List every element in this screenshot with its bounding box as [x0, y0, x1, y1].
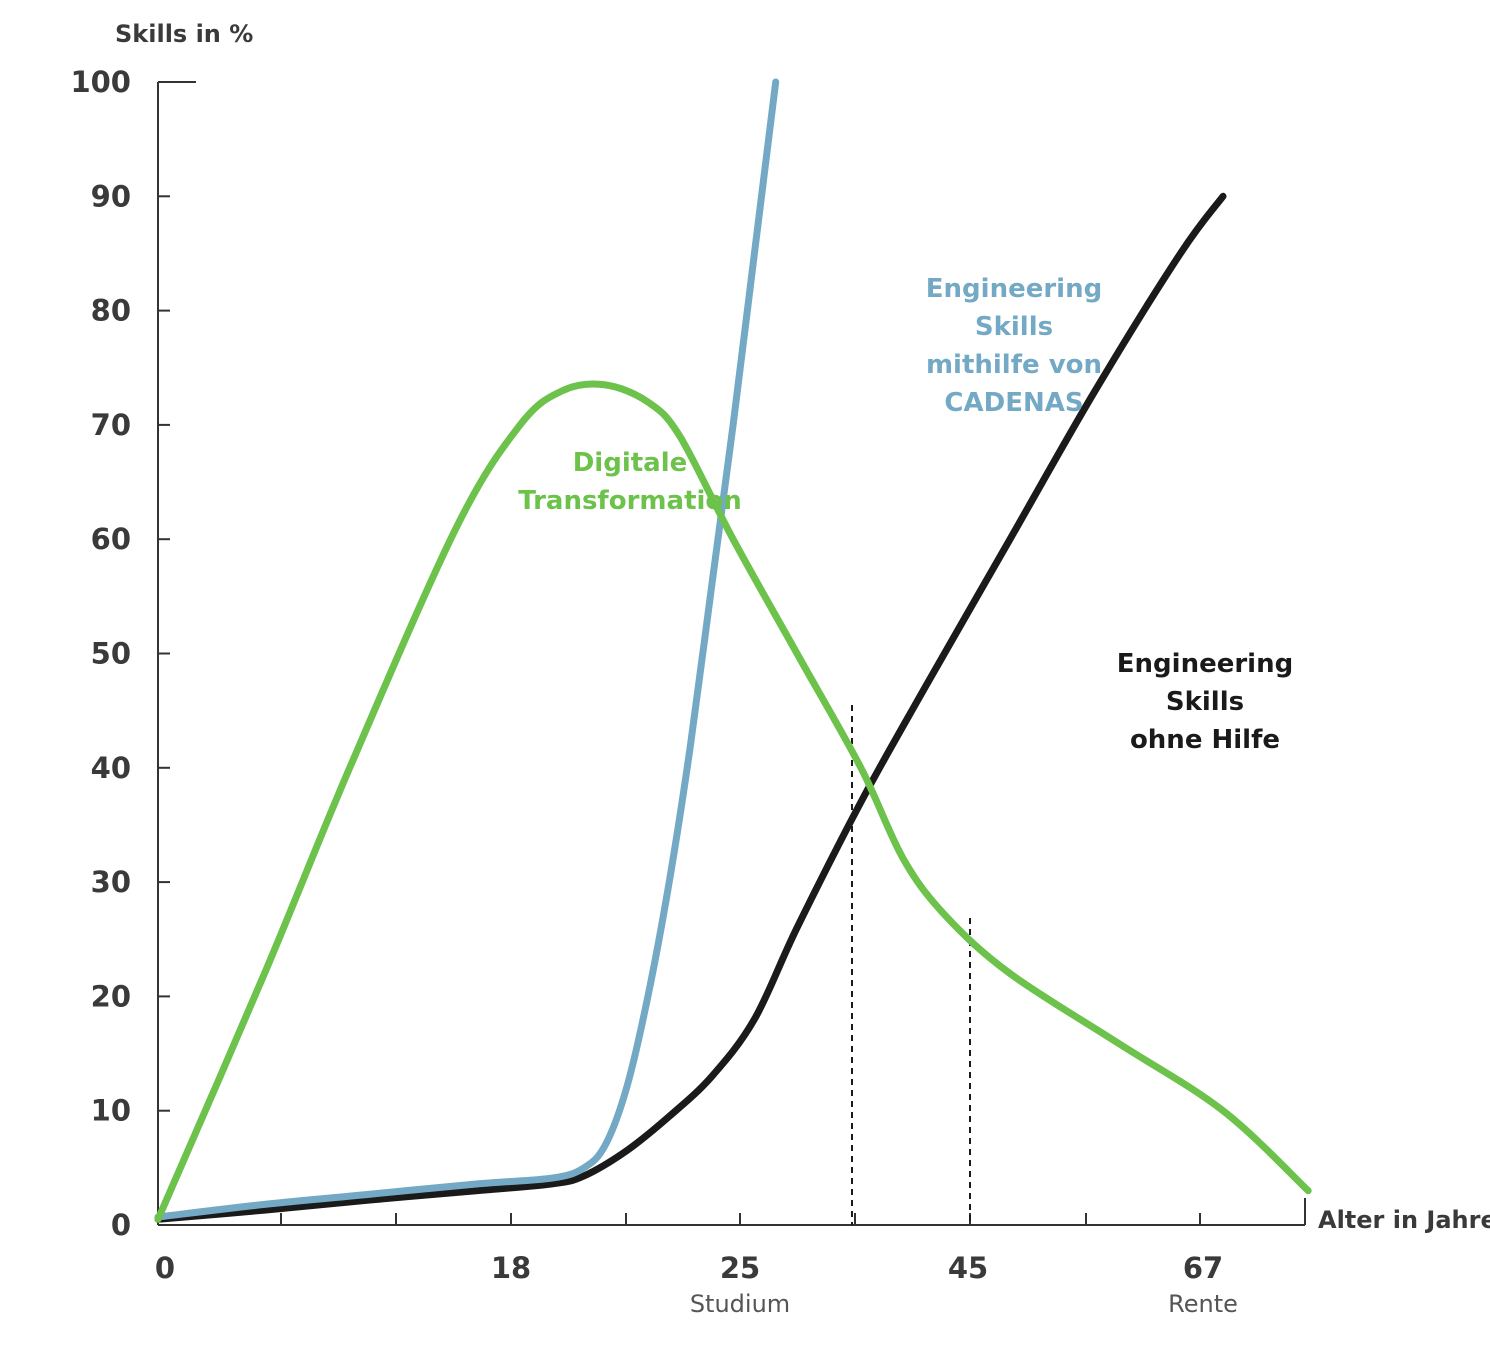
series-label-blue: mithilfe von: [926, 350, 1102, 380]
drop-guides: [851, 705, 971, 1225]
x-tick-label: 18: [491, 1251, 531, 1285]
x-tick-label: 25: [720, 1251, 760, 1285]
x-tick-label: 0: [155, 1251, 175, 1285]
y-tick-label: 40: [91, 751, 131, 785]
x-axis-title: Alter in Jahre: [1318, 1206, 1490, 1234]
y-tick-label: 50: [91, 637, 131, 671]
series-line-black: [154, 192, 1227, 1223]
y-tick-label: 90: [91, 179, 131, 213]
series-label-black: ohne Hilfe: [1130, 725, 1280, 755]
axes: 0 10 20 30 40 50 60 70 80 90 100 Skills in % 0 18 25 St…: [70, 20, 1490, 1318]
y-axis-title: Skills in %: [115, 20, 253, 48]
series-label-black: Engineering: [1117, 649, 1293, 679]
x-tick-sublabel: Studium: [690, 1290, 790, 1318]
y-tick-label: 30: [91, 865, 131, 899]
y-tick-label: 20: [91, 979, 131, 1013]
series-labels: Digitale Transformation Engineering Skills m…: [518, 274, 1293, 755]
series-label-green: Transformation: [518, 486, 742, 516]
series-label-blue: Engineering: [926, 274, 1102, 304]
series-line-green: [154, 380, 1312, 1223]
x-tick-label: 45: [948, 1251, 988, 1285]
y-tick-label: 70: [91, 408, 131, 442]
series-label-blue: CADENAS: [944, 388, 1083, 418]
y-tick-label: 10: [91, 1094, 131, 1128]
series-lines: [154, 78, 1312, 1223]
x-tick-label: 67: [1183, 1251, 1223, 1285]
series-line-blue: [154, 78, 780, 1221]
x-tick-sublabel: Rente: [1168, 1290, 1238, 1318]
y-tick-label: 100: [70, 65, 131, 99]
series-label-black: Skills: [1166, 687, 1244, 717]
series-label-blue: Skills: [975, 312, 1053, 342]
y-tick-label: 0: [111, 1208, 131, 1242]
y-tick-label: 60: [91, 522, 131, 556]
y-tick-label: 80: [91, 294, 131, 328]
series-label-green: Digitale: [573, 448, 688, 478]
